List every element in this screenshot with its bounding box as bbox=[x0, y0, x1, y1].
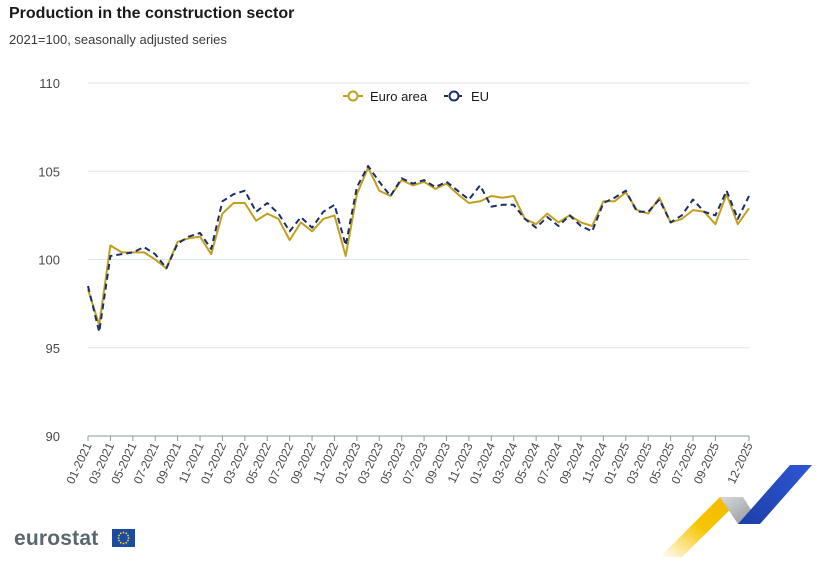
y-tick-label: 110 bbox=[39, 76, 60, 91]
y-tick-label: 105 bbox=[38, 164, 60, 179]
y-tick-label: 90 bbox=[46, 429, 60, 444]
grid-lines bbox=[88, 82, 749, 437]
legend-label: EU bbox=[471, 89, 489, 104]
chart-subtitle: 2021=100, seasonally adjusted series bbox=[9, 32, 227, 47]
series-lines bbox=[87, 165, 750, 333]
eu-flag-icon bbox=[112, 529, 135, 547]
legend-item-eu[interactable]: EU bbox=[444, 89, 489, 104]
chart-title: Production in the construction sector bbox=[9, 5, 295, 22]
series-line-eu[interactable] bbox=[87, 165, 750, 333]
legend[interactable]: Euro area EU bbox=[343, 89, 489, 104]
decorative-chevron-graphic bbox=[660, 465, 812, 557]
x-axis-ticks: 01-202103-202105-202107-202109-202111-20… bbox=[63, 436, 756, 486]
eurostat-logo: eurostat bbox=[14, 527, 99, 550]
legend-label: Euro area bbox=[370, 89, 428, 104]
legend-item-euro-area[interactable]: Euro area bbox=[343, 89, 428, 104]
y-tick-label: 95 bbox=[46, 341, 60, 356]
legend-marker-icon bbox=[347, 90, 359, 102]
series-line-euro-area[interactable] bbox=[87, 166, 750, 326]
legend-marker-icon bbox=[448, 90, 460, 102]
y-axis-ticks: 110 105 100 95 90 bbox=[38, 76, 60, 444]
y-tick-label: 100 bbox=[38, 253, 60, 268]
